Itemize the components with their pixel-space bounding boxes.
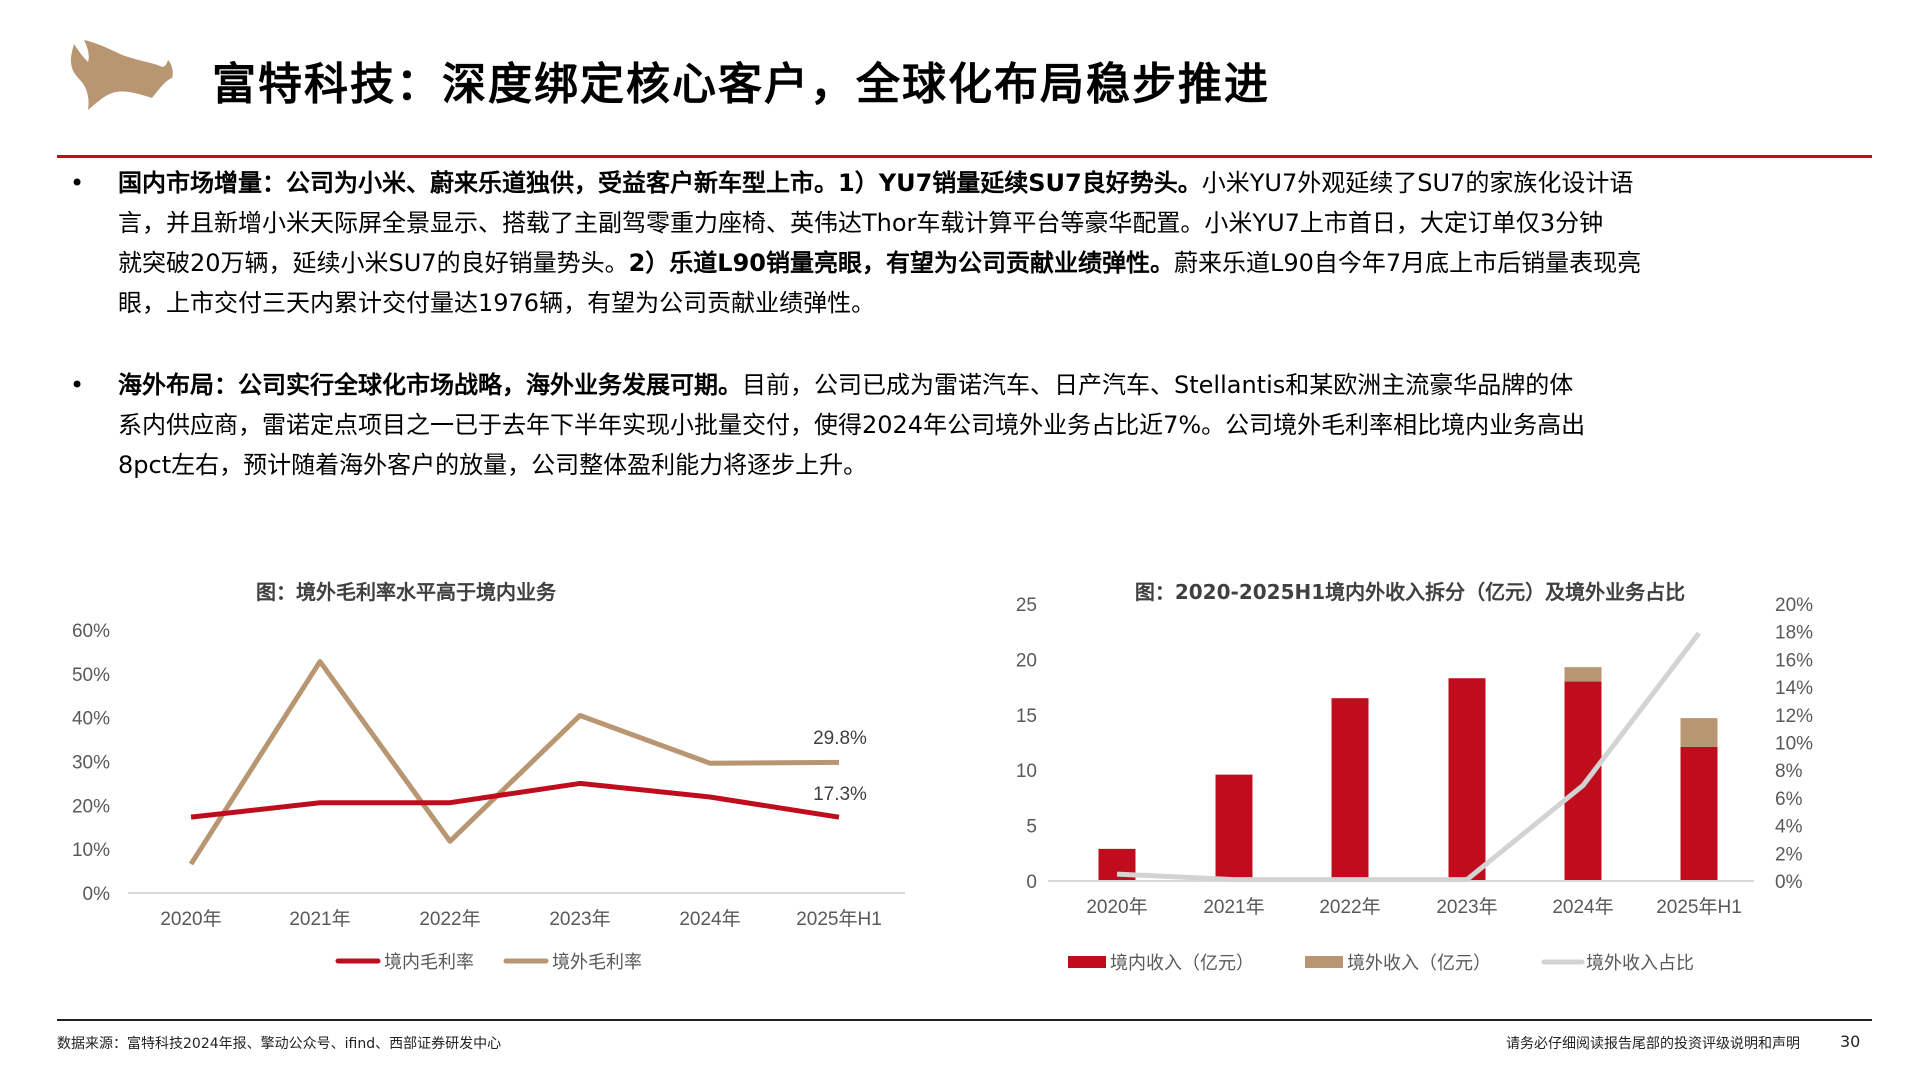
header-divider bbox=[57, 155, 1872, 158]
body-text: 眼，上市交付三天内累计交付量达1976辆，有望为公司贡献业绩弹性。 bbox=[118, 289, 876, 317]
page-title: 富特科技：深度绑定核心客户，全球化布局稳步推进 bbox=[212, 59, 1270, 110]
legend-swatch bbox=[1305, 956, 1343, 968]
bullet-text-line: 系内供应商，雷诺定点项目之一已于去年下半年实现小批量交付，使得2024年公司境外… bbox=[118, 410, 1585, 440]
y2-tick-label: 14% bbox=[1775, 678, 1813, 699]
chart-title-margin: 图：境外毛利率水平高于境内业务 bbox=[256, 580, 556, 604]
bar-domestic bbox=[1680, 746, 1718, 881]
bar-domestic bbox=[1564, 681, 1602, 881]
y-tick-label: 5 bbox=[1026, 817, 1037, 838]
y2-tick-label: 12% bbox=[1775, 706, 1813, 727]
body-text: 系内供应商，雷诺定点项目之一已于去年下半年实现小批量交付，使得2024年公司境外… bbox=[118, 411, 1586, 439]
y2-tick-label: 16% bbox=[1775, 650, 1813, 671]
bullet-text-line: 眼，上市交付三天内累计交付量达1976辆，有望为公司贡献业绩弹性。 bbox=[118, 288, 875, 318]
y2-tick-label: 6% bbox=[1775, 789, 1803, 810]
y-tick-label: 40% bbox=[72, 709, 110, 730]
bullet-icon: • bbox=[70, 371, 85, 399]
series-line-overseas-share bbox=[1116, 631, 1701, 883]
y-tick-label: 10 bbox=[1016, 761, 1037, 782]
x-tick-label: 2021年 bbox=[289, 908, 350, 930]
y-tick-label: 60% bbox=[72, 621, 110, 642]
bullet-text-line: 国内市场增量：公司为小米、蔚来乐道独供，受益客户新车型上市。1）YU7销量延续S… bbox=[118, 168, 1633, 198]
bullet-text-line: 就突破20万辆，延续小米SU7的良好销量势头。2）乐道L90销量亮眼，有望为公司… bbox=[118, 248, 1641, 278]
body-text: 蔚来乐道L90自今年7月底上市后销量表现亮 bbox=[1174, 249, 1642, 277]
bull-logo bbox=[70, 40, 173, 110]
y-tick-label: 20 bbox=[1016, 650, 1037, 671]
legend-swatch bbox=[1068, 956, 1106, 968]
y-tick-label: 50% bbox=[72, 665, 110, 686]
bar-overseas bbox=[1680, 718, 1718, 747]
data-source: 数据来源：富特科技2024年报、擎动公众号、ifind、西部证券研发中心 bbox=[57, 1036, 502, 1052]
bold-text: 海外布局：公司实行全球化市场战略，海外业务发展可期。 bbox=[118, 371, 742, 399]
y2-tick-label: 18% bbox=[1775, 623, 1813, 644]
legend-label: 境内毛利率 bbox=[384, 952, 474, 972]
disclaimer: 请务必仔细阅读报告尾部的投资评级说明和声明 bbox=[1506, 1036, 1800, 1052]
x-tick-label: 2020年 bbox=[160, 908, 221, 930]
y2-tick-label: 4% bbox=[1775, 817, 1803, 838]
y2-tick-label: 2% bbox=[1775, 844, 1803, 865]
body-text: 目前，公司已成为雷诺汽车、日产汽车、Stellantis和某欧洲主流豪华品牌的体 bbox=[742, 371, 1574, 399]
y-tick-label: 0 bbox=[1026, 872, 1037, 893]
bullet-text-line: 言，并且新增小米天际屏全景显示、搭载了主副驾零重力座椅、英伟达Thor车载计算平… bbox=[118, 208, 1603, 238]
data-label: 17.3% bbox=[813, 784, 867, 805]
y-tick-label: 10% bbox=[72, 840, 110, 861]
footer-divider bbox=[57, 1019, 1872, 1021]
chart-title-revenue: 图：2020-2025H1境内外收入拆分（亿元）及境外业务占比 bbox=[1134, 580, 1686, 604]
legend-label: 境外收入（亿元） bbox=[1347, 953, 1491, 973]
x-tick-label: 2020年 bbox=[1086, 896, 1147, 918]
legend-label: 境内收入（亿元） bbox=[1110, 953, 1254, 973]
series-line-domestic bbox=[190, 780, 840, 820]
x-tick-label: 2025年H1 bbox=[796, 908, 882, 930]
page-number: 30 bbox=[1840, 1032, 1861, 1051]
bullet-text-line: 8pct左右，预计随着海外客户的放量，公司整体盈利能力将逐步上升。 bbox=[118, 450, 867, 480]
bold-text: 2）乐道L90销量亮眼，有望为公司贡献业绩弹性。 bbox=[628, 249, 1174, 277]
y-tick-label: 20% bbox=[72, 796, 110, 817]
x-tick-label: 2022年 bbox=[419, 908, 480, 930]
y-tick-label: 0% bbox=[83, 884, 111, 905]
y-tick-label: 30% bbox=[72, 753, 110, 774]
body-text: 小米YU7外观延续了SU7的家族化设计语 bbox=[1201, 169, 1634, 197]
bar-domestic bbox=[1448, 678, 1486, 881]
body-text: 8pct左右，预计随着海外客户的放量，公司整体盈利能力将逐步上升。 bbox=[118, 451, 868, 479]
x-tick-label: 2024年 bbox=[679, 908, 740, 930]
bar-domestic bbox=[1331, 698, 1369, 881]
bar-overseas bbox=[1564, 667, 1602, 682]
x-tick-label: 2021年 bbox=[1203, 896, 1264, 918]
y2-tick-label: 0% bbox=[1775, 872, 1803, 893]
legend-label: 境外收入占比 bbox=[1586, 953, 1694, 973]
y2-tick-label: 10% bbox=[1775, 734, 1813, 755]
bullet-text-line: 海外布局：公司实行全球化市场战略，海外业务发展可期。目前，公司已成为雷诺汽车、日… bbox=[118, 370, 1573, 400]
data-label: 29.8% bbox=[813, 728, 867, 749]
body-text: 就突破20万辆，延续小米SU7的良好销量势头。 bbox=[118, 249, 629, 277]
y2-tick-label: 20% bbox=[1775, 595, 1813, 616]
legend-label: 境外毛利率 bbox=[552, 952, 642, 972]
revenue-bar-chart: 0 5 10 15 20 25 0% 2% 4% 6% 8% 10% 12% 14% 16% 18% 20% 20… bbox=[1016, 595, 1813, 973]
y2-tick-label: 8% bbox=[1775, 761, 1803, 782]
bullet-icon: • bbox=[70, 169, 85, 197]
bold-text: 国内市场增量：公司为小米、蔚来乐道独供，受益客户新车型上市。1）YU7销量延续S… bbox=[118, 169, 1202, 197]
x-tick-label: 2023年 bbox=[549, 908, 610, 930]
x-tick-label: 2025年H1 bbox=[1656, 896, 1742, 918]
x-tick-label: 2022年 bbox=[1319, 896, 1380, 918]
body-text: 言，并且新增小米天际屏全景显示、搭载了主副驾零重力座椅、英伟达Thor车载计算平… bbox=[118, 209, 1604, 237]
y-tick-label: 15 bbox=[1016, 706, 1037, 727]
margin-line-chart: 0% 10% 20% 30% 40% 50% 60% 2020年 2021年 2022年 2023年… bbox=[72, 621, 905, 972]
x-tick-label: 2024年 bbox=[1552, 896, 1613, 918]
y-tick-label: 25 bbox=[1016, 595, 1037, 616]
series-line-overseas bbox=[188, 659, 840, 866]
x-tick-label: 2023年 bbox=[1436, 896, 1497, 918]
bar-domestic bbox=[1215, 774, 1253, 881]
